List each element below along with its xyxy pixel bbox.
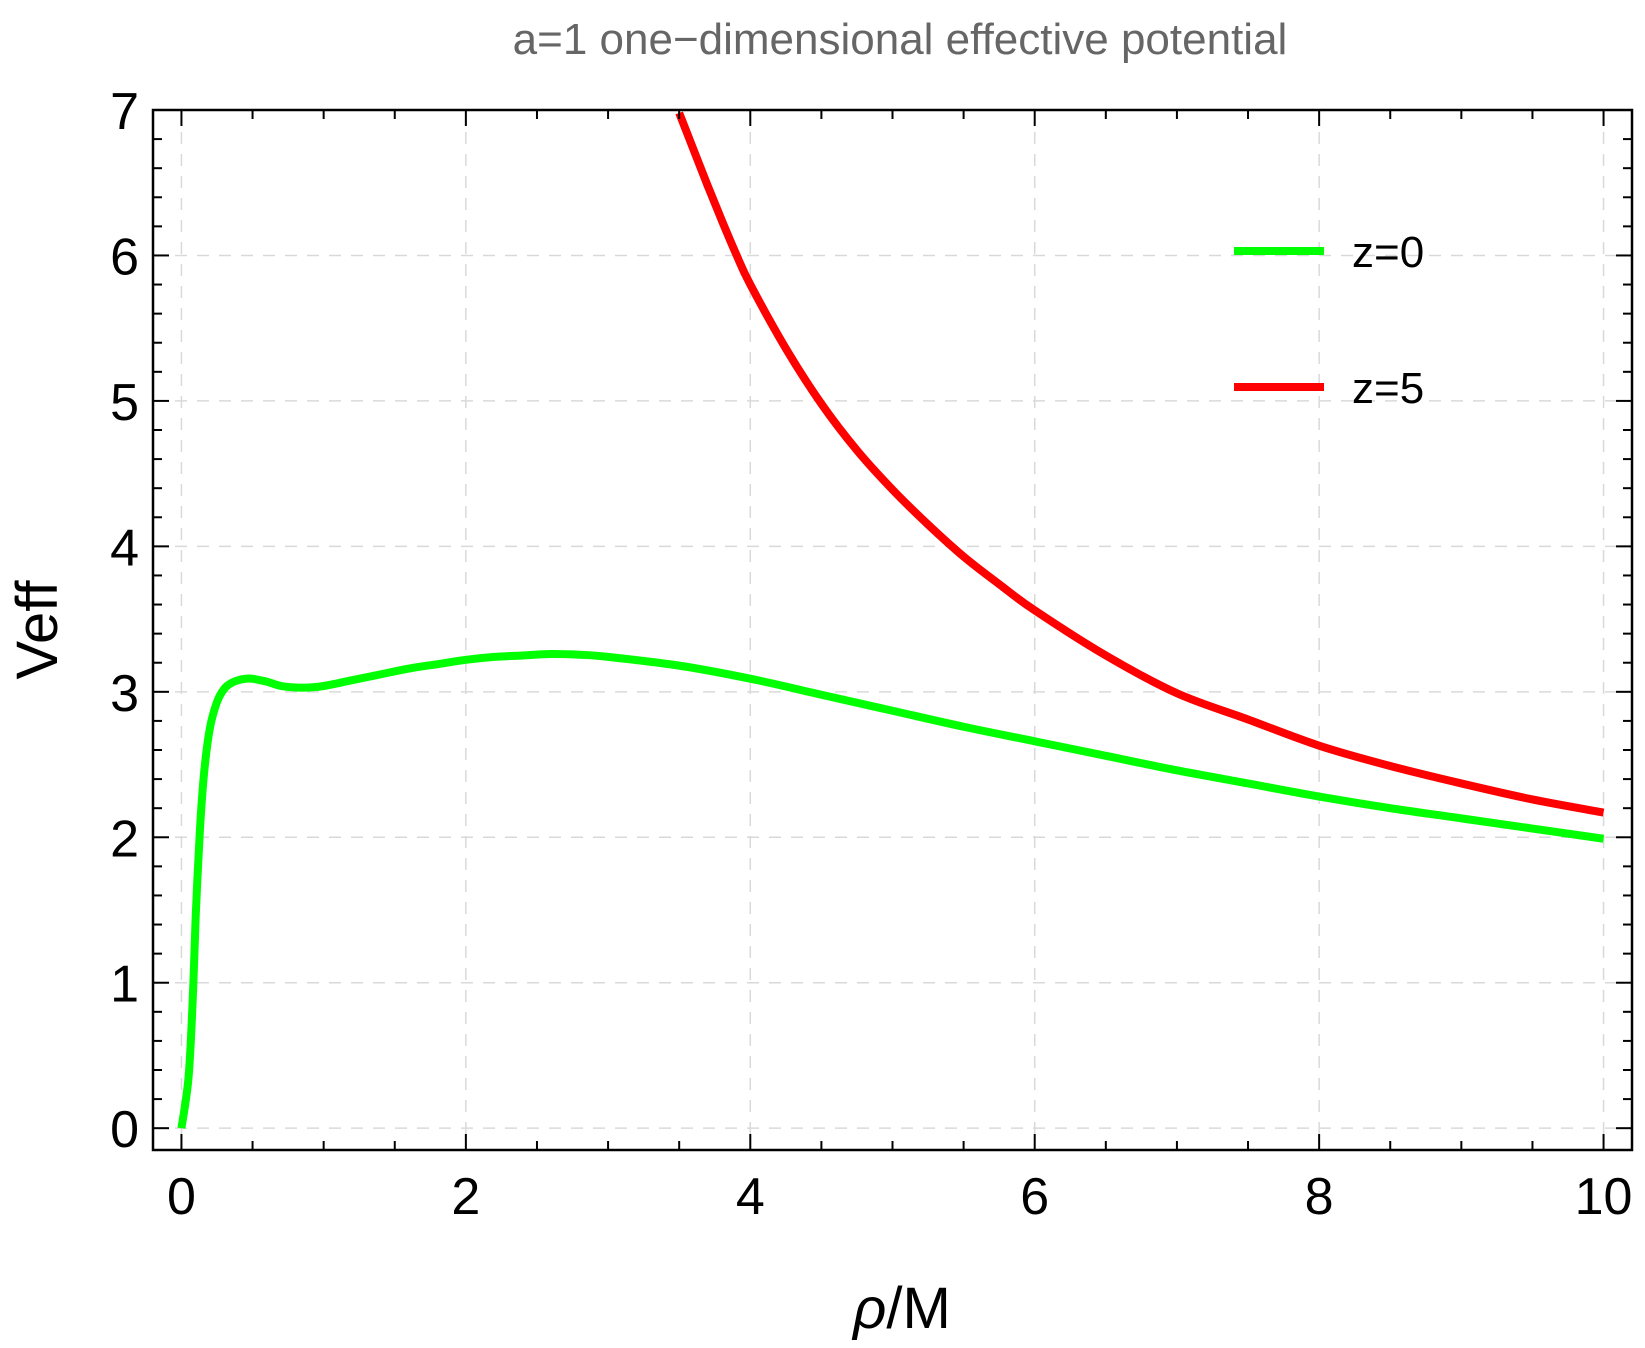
x-tick-label: 10 — [1575, 1168, 1633, 1226]
x-tick-label: 6 — [1020, 1168, 1049, 1226]
y-tick-label: 6 — [110, 228, 139, 286]
x-tick-label: 8 — [1305, 1168, 1334, 1226]
y-tick-label: 1 — [110, 956, 139, 1014]
y-tick-label: 7 — [110, 83, 139, 141]
y-tick-label: 5 — [110, 374, 139, 432]
legend-label-z0: z=0 — [1352, 228, 1424, 277]
x-tick-label: 0 — [167, 1168, 196, 1226]
y-tick-label: 0 — [110, 1101, 139, 1159]
y-tick-labels: 0 1 2 3 4 5 6 7 — [110, 83, 139, 1159]
x-axis-label-unit: /M — [886, 1276, 950, 1341]
y-tick-label: 2 — [110, 810, 139, 868]
x-tick-labels: 0 2 4 6 8 10 — [167, 1168, 1632, 1226]
legend-label-z5: z=5 — [1352, 364, 1424, 413]
legend: z=0 z=5 — [1234, 228, 1424, 413]
series-line-z0 — [177, 649, 1605, 1129]
x-axis-label: ρ/M — [851, 1276, 951, 1341]
x-tick-label: 2 — [451, 1168, 480, 1226]
y-tick-label: 3 — [110, 665, 139, 723]
grid — [153, 109, 1632, 1150]
x-axis-label-symbol: ρ — [851, 1276, 886, 1341]
y-tick-label: 4 — [110, 519, 139, 577]
y-axis-label: Veff — [5, 580, 70, 680]
series-line-z5 — [675, 111, 1605, 817]
x-tick-label: 4 — [736, 1168, 765, 1226]
ticks — [153, 109, 1632, 1150]
chart-title: a=1 one−dimensional effective potential — [513, 15, 1288, 64]
series-layer — [177, 111, 1605, 1129]
